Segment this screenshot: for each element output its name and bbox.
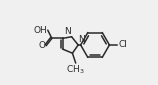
Text: O: O [39, 41, 46, 50]
Text: N: N [64, 27, 71, 36]
Text: CH$_3$: CH$_3$ [66, 64, 85, 76]
Text: Cl: Cl [118, 40, 127, 49]
Text: N: N [79, 35, 85, 44]
Text: OH: OH [34, 26, 47, 35]
